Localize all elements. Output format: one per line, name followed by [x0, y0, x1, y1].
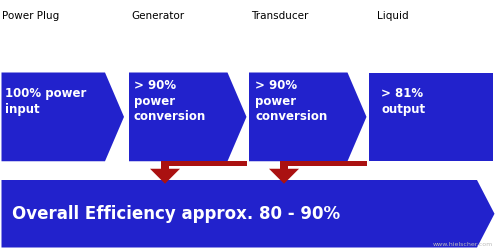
Text: > 90%
power
conversion: > 90% power conversion — [134, 79, 206, 123]
Polygon shape — [129, 72, 246, 161]
Text: Overall Efficiency approx. 80 - 90%: Overall Efficiency approx. 80 - 90% — [12, 205, 340, 223]
Text: <10% losses,
e.g. heat: <10% losses, e.g. heat — [241, 192, 307, 215]
Polygon shape — [2, 180, 494, 248]
Text: Liquid: Liquid — [378, 11, 409, 21]
Polygon shape — [369, 72, 493, 161]
Text: > 90%
power
conversion: > 90% power conversion — [255, 79, 327, 123]
Polygon shape — [269, 169, 299, 184]
Text: Transducer: Transducer — [251, 11, 308, 21]
Text: Power Plug: Power Plug — [2, 11, 60, 21]
Polygon shape — [288, 161, 366, 166]
Text: Generator: Generator — [131, 11, 184, 21]
Text: > 81%
output: > 81% output — [381, 87, 425, 116]
Text: www.hielscher.com: www.hielscher.com — [432, 242, 492, 247]
Polygon shape — [169, 161, 246, 166]
Polygon shape — [249, 72, 366, 161]
Polygon shape — [280, 161, 288, 169]
Text: <10% losses,
e.g. heat: <10% losses, e.g. heat — [122, 192, 188, 215]
Text: 100% power
input: 100% power input — [5, 87, 86, 116]
Polygon shape — [150, 169, 180, 184]
Polygon shape — [2, 72, 124, 161]
Polygon shape — [161, 161, 169, 169]
